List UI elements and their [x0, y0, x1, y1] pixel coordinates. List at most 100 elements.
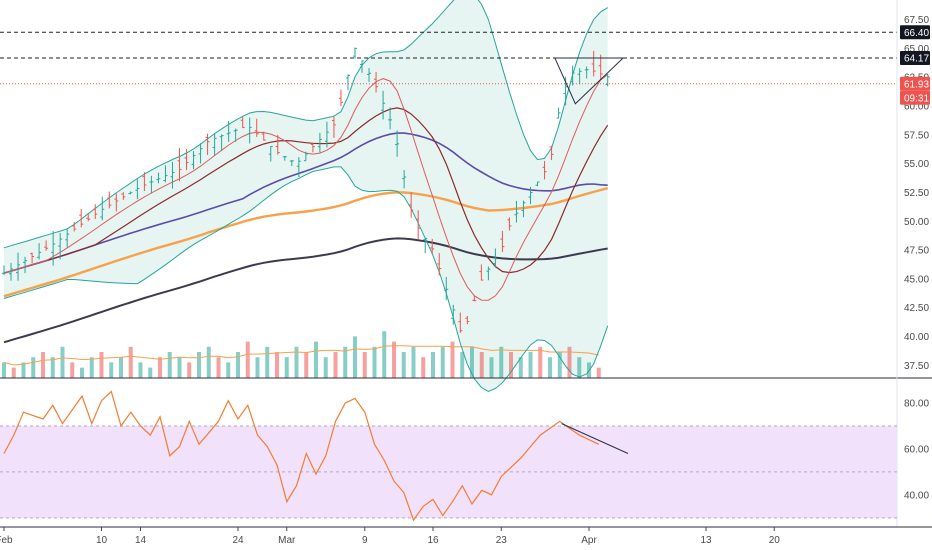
- ohlc-bar: [458, 312, 463, 333]
- volume-bar: [294, 346, 299, 378]
- volume-bar: [382, 331, 387, 378]
- ohlc-bar: [577, 68, 582, 85]
- volume-bar: [450, 341, 455, 378]
- rsi-band: [0, 425, 897, 518]
- ohlc-bar: [374, 71, 379, 93]
- ohlc-bar: [310, 143, 315, 153]
- ohlc-bar: [72, 222, 77, 232]
- price-tick-label: 37.50: [904, 361, 929, 372]
- ohlc-bar: [226, 120, 231, 142]
- volume-bar: [31, 357, 36, 378]
- ohlc-bar: [261, 131, 266, 141]
- volume-bar: [499, 346, 504, 378]
- ohlc-bar: [128, 191, 133, 195]
- price-tick-label: 50.00: [904, 217, 929, 228]
- ohlc-bar: [149, 175, 154, 194]
- rsi-tick-label: 80.00: [904, 398, 929, 409]
- volume-bar: [11, 367, 16, 378]
- svg-text:64.17: 64.17: [904, 53, 929, 64]
- ohlc-bar: [296, 157, 301, 178]
- ohlc-bar: [184, 149, 189, 171]
- price-tick-label: 40.00: [904, 332, 929, 343]
- ma-200-line: [3, 237, 608, 344]
- triangle-drawing[interactable]: [554, 57, 625, 105]
- ohlc-bar: [142, 172, 147, 192]
- time-tick-label: 24: [232, 535, 244, 546]
- ohlc-bar: [570, 65, 575, 86]
- ohlc-bar: [500, 230, 505, 253]
- ohlc-bar: [381, 90, 386, 120]
- ohlc-bar: [395, 130, 400, 157]
- rsi-tick-label: 40.00: [904, 490, 929, 501]
- ohlc-bar: [514, 200, 519, 223]
- ohlc-bar: [598, 54, 603, 80]
- ohlc-bar: [317, 132, 322, 153]
- volume-bar: [421, 357, 426, 378]
- ohlc-bar: [93, 204, 98, 220]
- volume-bar: [460, 352, 465, 378]
- volume-bar: [440, 346, 445, 378]
- volume-bar: [99, 352, 104, 378]
- ohlc-bar: [535, 181, 540, 187]
- rsi-trendline[interactable]: [561, 423, 629, 454]
- ohlc-bar: [367, 68, 372, 82]
- volume-bar: [206, 346, 211, 378]
- price-tick-label: 42.50: [904, 303, 929, 314]
- ohlc-bar: [542, 160, 547, 180]
- ohlc-bar: [2, 265, 6, 275]
- volume-ma-line: [3, 345, 599, 366]
- ohlc-bar: [324, 121, 329, 148]
- volume-bar: [343, 346, 348, 378]
- price-tick-label: 67.50: [904, 15, 929, 26]
- price-tick-label: 47.50: [904, 246, 929, 257]
- price-tick-label: 45.00: [904, 274, 929, 285]
- ma-50-line: [3, 132, 608, 274]
- volume-bar: [226, 362, 231, 378]
- volume-bar: [216, 357, 221, 378]
- ohlc-bar: [437, 253, 442, 276]
- time-tick-label: 10: [96, 535, 108, 546]
- ohlc-bar: [423, 237, 428, 254]
- ohlc-bar: [205, 133, 210, 155]
- ohlc-bar: [268, 145, 273, 162]
- ma-20-line: [3, 107, 609, 274]
- time-tick-label: 9: [362, 535, 368, 546]
- volume-bar: [138, 362, 143, 378]
- countdown-badge: 09:31: [900, 90, 930, 105]
- price-tick-label: 55.00: [904, 159, 929, 170]
- ohlc-bar: [177, 147, 182, 182]
- ohlc-bar: [51, 231, 56, 266]
- ohlc-bar: [528, 186, 533, 205]
- volume-bar: [557, 352, 562, 378]
- ohlc-bar: [58, 232, 63, 260]
- volume-bar: [470, 346, 474, 378]
- ohlc-bar: [240, 116, 245, 129]
- ohlc-bar: [591, 50, 596, 77]
- ohlc-bar: [135, 179, 140, 200]
- ohlc-bar: [605, 73, 610, 87]
- volume-bar: [518, 357, 523, 378]
- ohlc-bar: [191, 151, 196, 170]
- volume-bar: [538, 346, 543, 378]
- price-tick-label: 52.50: [904, 188, 929, 199]
- ohlc-bar: [254, 118, 259, 137]
- ohlc-bar: [275, 134, 280, 155]
- volume-bar: [362, 352, 367, 378]
- ohlc-bar: [521, 200, 526, 218]
- volume-bar: [431, 352, 435, 378]
- ohlc-bar: [303, 151, 308, 162]
- ohlc-bar: [44, 240, 49, 251]
- bollinger-lower-line: [3, 166, 609, 392]
- time-tick-label: Mar: [278, 535, 296, 546]
- ohlc-bar: [23, 256, 28, 274]
- volume-bar: [60, 346, 65, 378]
- volume-bar: [323, 357, 328, 378]
- volume-bar: [304, 352, 309, 378]
- ohlc-bar: [156, 172, 161, 184]
- ohlc-bar: [444, 277, 449, 301]
- volume-bar: [411, 346, 416, 378]
- ohlc-bar: [486, 266, 491, 281]
- bollinger-band-fill: [4, 0, 608, 392]
- ohlc-bar: [430, 238, 435, 255]
